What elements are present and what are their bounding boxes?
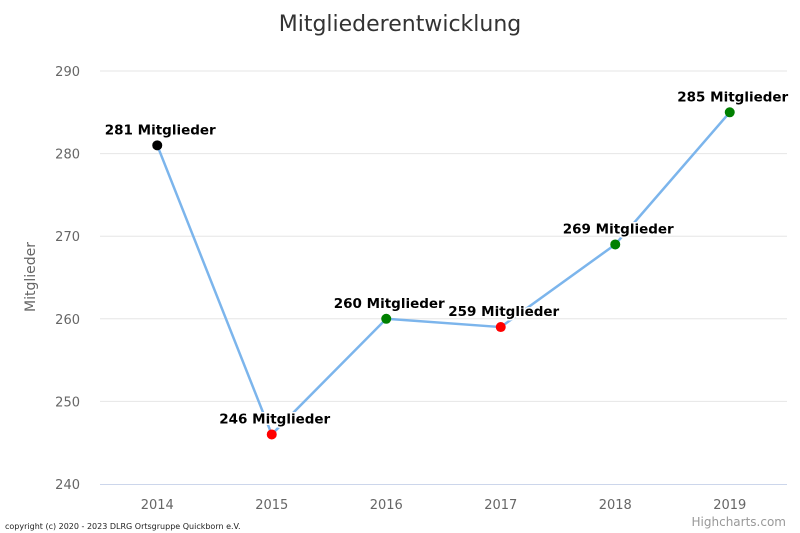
copyright-text: copyright (c) 2020 - 2023 DLRG Ortsgrupp… <box>5 522 241 531</box>
data-point[interactable] <box>152 140 163 151</box>
data-point[interactable] <box>495 322 506 333</box>
chart-title: Mitgliederentwicklung <box>279 12 522 37</box>
x-tick-label: 2019 <box>713 498 746 513</box>
grid-lines <box>100 70 787 485</box>
y-tick-label: 260 <box>55 313 80 328</box>
data-point[interactable] <box>610 239 621 250</box>
series-group <box>152 107 735 440</box>
x-tick-label: 2018 <box>599 498 632 513</box>
y-axis-title: Mitglieder <box>23 242 39 312</box>
credits-link[interactable]: Highcharts.com <box>692 515 786 529</box>
series-line <box>156 111 731 436</box>
y-tick-label: 270 <box>55 230 80 245</box>
x-tick-label: 2015 <box>255 498 288 513</box>
data-label: 260 Mitglieder <box>334 296 445 312</box>
x-tick-label: 2014 <box>141 498 174 513</box>
y-tick-label: 250 <box>55 395 80 410</box>
data-label: 246 Mitglieder <box>219 411 330 427</box>
data-label: 269 Mitglieder <box>563 221 674 237</box>
data-point[interactable] <box>724 107 735 118</box>
x-tick-label: 2016 <box>370 498 403 513</box>
data-labels: 281 Mitglieder 246 Mitglieder 260 Mitglied… <box>103 88 790 429</box>
y-tick-label: 280 <box>55 148 80 163</box>
data-point[interactable] <box>266 429 277 440</box>
data-point[interactable] <box>381 313 392 324</box>
y-tick-label: 240 <box>55 478 80 493</box>
data-label: 281 Mitglieder <box>105 122 216 138</box>
data-label: 285 Mitglieder <box>677 89 788 105</box>
x-axis-ticks: 2014 2015 2016 2017 2018 2019 <box>141 498 747 513</box>
x-tick-label: 2017 <box>484 498 517 513</box>
y-axis-ticks: 240 250 260 270 280 290 <box>55 65 80 493</box>
data-label: 259 Mitglieder <box>448 304 559 320</box>
y-tick-label: 290 <box>55 65 80 80</box>
